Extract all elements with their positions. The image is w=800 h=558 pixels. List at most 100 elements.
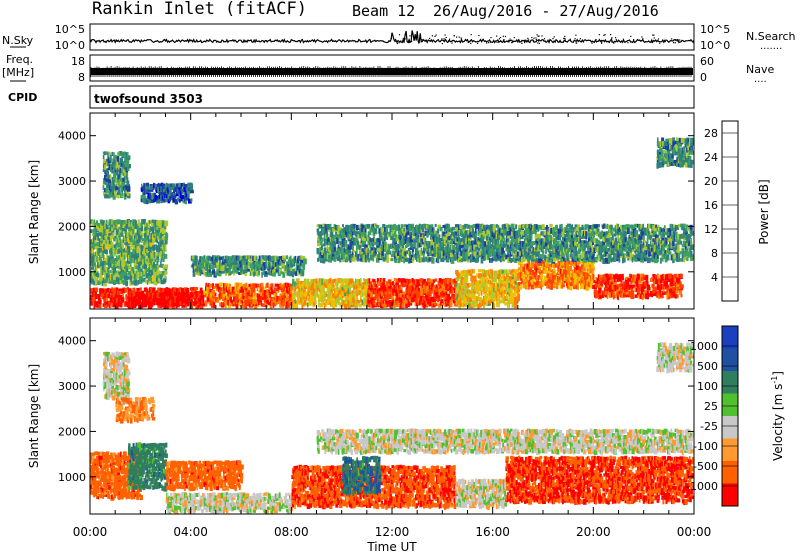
power-cell bbox=[303, 258, 307, 264]
power-cell bbox=[486, 277, 488, 282]
nsearch-dot bbox=[444, 38, 445, 39]
power-cell bbox=[293, 290, 296, 296]
power-cell bbox=[353, 285, 355, 290]
freq-trace bbox=[91, 66, 693, 77]
nsearch-dot bbox=[616, 39, 617, 40]
power-cell bbox=[342, 235, 344, 239]
power-cell bbox=[92, 248, 94, 253]
power-cell bbox=[286, 255, 288, 259]
power-cell bbox=[511, 289, 513, 295]
power-cell bbox=[436, 254, 438, 258]
nsearch-dot bbox=[398, 42, 399, 43]
nsearch-dot bbox=[603, 35, 604, 36]
power-cell bbox=[556, 285, 558, 289]
nsearch-dot bbox=[421, 39, 422, 40]
power-cell bbox=[363, 241, 366, 245]
power-cell bbox=[251, 293, 253, 297]
power-cell bbox=[133, 249, 135, 255]
nsearch-dot bbox=[675, 42, 676, 43]
power-cell bbox=[541, 273, 543, 279]
power-cell bbox=[225, 303, 227, 308]
nsearch-dot bbox=[554, 41, 555, 42]
power-cell bbox=[386, 244, 388, 250]
nsearch-dot bbox=[537, 42, 538, 43]
nsearch-dot bbox=[565, 40, 566, 41]
power-cell bbox=[363, 282, 365, 288]
power-cell bbox=[257, 293, 259, 297]
power-cell bbox=[359, 304, 362, 308]
nsearch-dot bbox=[539, 43, 540, 44]
nsearch-dot bbox=[642, 38, 643, 39]
power-cell bbox=[113, 232, 115, 238]
power-cell bbox=[312, 285, 314, 290]
nsky-left-tick-bottom: 10^0 bbox=[55, 39, 85, 52]
nsearch-dot bbox=[559, 41, 560, 42]
power-cell bbox=[383, 297, 385, 301]
power-cell bbox=[375, 303, 377, 306]
power-cell bbox=[315, 300, 317, 304]
power-cell bbox=[435, 279, 438, 282]
power-cell bbox=[637, 284, 639, 289]
nsearch-dot bbox=[459, 37, 460, 38]
power-cell bbox=[381, 251, 384, 256]
power-cell bbox=[163, 257, 165, 262]
nsearch-dot bbox=[415, 37, 416, 38]
nsearch-dot bbox=[486, 42, 487, 43]
power-cell bbox=[317, 293, 319, 297]
nsearch-dot bbox=[470, 43, 471, 44]
power-cell bbox=[209, 284, 212, 288]
nsearch-dot bbox=[652, 35, 653, 36]
nsearch-dot bbox=[469, 41, 470, 42]
nsearch-dot bbox=[576, 43, 577, 44]
power-cell bbox=[195, 256, 198, 262]
nsearch-dot bbox=[575, 38, 576, 39]
nsearch-dot bbox=[633, 39, 634, 40]
power-cell bbox=[111, 242, 113, 246]
nsearch-dot bbox=[564, 38, 565, 39]
power-cell bbox=[451, 244, 453, 250]
power-cell bbox=[98, 295, 100, 301]
nsearch-dot bbox=[496, 36, 497, 37]
nsearch-dot bbox=[402, 42, 403, 43]
power-cell bbox=[631, 291, 634, 295]
nsearch-dot bbox=[403, 39, 404, 40]
power-cell bbox=[376, 231, 378, 234]
power-cell bbox=[468, 303, 470, 307]
nsearch-dot bbox=[538, 36, 539, 37]
power-cell bbox=[144, 258, 146, 262]
nsearch-dot bbox=[420, 35, 421, 36]
power-cell bbox=[269, 293, 271, 297]
power-cell bbox=[165, 271, 168, 274]
power-cell bbox=[290, 260, 292, 264]
power-cell bbox=[199, 267, 201, 272]
power-cell bbox=[430, 297, 432, 301]
power-cell bbox=[511, 280, 514, 285]
power-cell bbox=[474, 269, 476, 273]
power-cell bbox=[261, 272, 263, 278]
power-cell bbox=[620, 277, 622, 282]
power-cell bbox=[353, 250, 355, 253]
power-cell bbox=[631, 294, 635, 299]
power-cell bbox=[114, 267, 116, 271]
nsearch-dot bbox=[490, 37, 491, 38]
nsearch-dot bbox=[580, 38, 581, 39]
power-cell bbox=[478, 296, 480, 301]
power-cell bbox=[593, 280, 595, 283]
nsearch-dot bbox=[601, 41, 602, 42]
power-cell bbox=[680, 284, 684, 288]
power-cell bbox=[206, 293, 208, 297]
power-cell bbox=[279, 283, 281, 287]
nsearch-dot bbox=[658, 38, 659, 39]
power-cell bbox=[409, 251, 411, 257]
nsearch-dot bbox=[524, 40, 525, 41]
power-cell bbox=[256, 256, 258, 260]
power-cell bbox=[369, 278, 371, 283]
nsearch-dot bbox=[429, 38, 430, 39]
power-cell bbox=[95, 292, 97, 297]
power-cell bbox=[624, 288, 626, 292]
power-cell bbox=[664, 274, 666, 279]
power-cell bbox=[142, 293, 145, 297]
power-cell bbox=[107, 288, 110, 292]
nsearch-dot bbox=[452, 40, 453, 41]
